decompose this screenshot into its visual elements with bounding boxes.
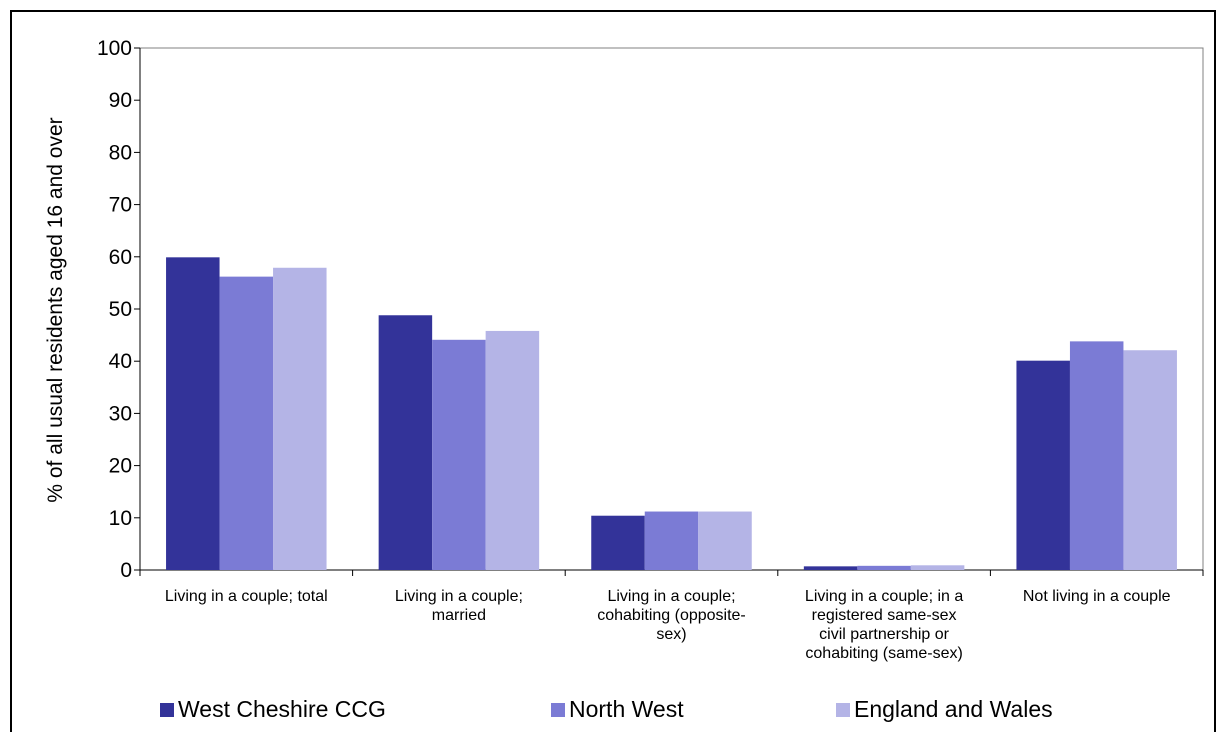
y-axis: 0 10 20 30 40 50 60 70 80 90 100: [97, 37, 141, 582]
y-tick-label: 40: [109, 350, 132, 373]
legend-label: England and Wales: [854, 696, 1053, 722]
x-tick-label: Living in a couple; cohabiting (opposite-…: [597, 588, 746, 643]
y-tick-label: 60: [109, 246, 132, 269]
x-tick-label: Not living in a couple: [1023, 588, 1171, 605]
bar: [432, 339, 486, 570]
bar: [803, 566, 858, 570]
y-tick-label: 80: [109, 141, 132, 164]
x-tick-label-line: civil partnership or: [819, 626, 950, 643]
y-tick-label: 90: [109, 89, 132, 112]
y-tick-label: 0: [120, 559, 132, 582]
bar: [1016, 360, 1070, 570]
bar: [1123, 350, 1177, 570]
y-tick-label: 70: [109, 194, 132, 217]
x-tick-label: Living in a couple; married: [395, 588, 523, 624]
chart-frame: [10, 10, 1216, 732]
bar: [644, 511, 699, 570]
bar: [857, 565, 911, 570]
x-tick-label-line: Living in a couple;: [395, 588, 523, 605]
legend-label: West Cheshire CCG: [178, 696, 386, 722]
bar: [591, 515, 645, 570]
bar: [219, 276, 274, 570]
legend-swatch: [551, 703, 565, 717]
x-tick-label-line: Not living in a couple: [1023, 588, 1171, 605]
bar: [910, 565, 965, 570]
x-tick-label: Living in a couple; total: [165, 588, 328, 605]
x-tick-label: Living in a couple; in a registered same-…: [805, 588, 963, 662]
x-tick-label-line: sex): [656, 626, 686, 643]
bar: [166, 257, 220, 570]
x-tick-label-line: married: [432, 607, 486, 624]
x-tick-label-line: Living in a couple; in a: [805, 588, 963, 605]
bar: [485, 330, 540, 570]
legend-swatch: [836, 703, 850, 717]
bar: [698, 511, 752, 570]
y-tick-label: 20: [109, 455, 132, 478]
bars: [166, 257, 1177, 570]
y-tick-label: 30: [109, 402, 132, 425]
legend-label: North West: [569, 696, 684, 722]
y-tick-label: 100: [97, 37, 132, 60]
x-tick-label-line: Living in a couple; total: [165, 588, 328, 605]
y-tick-label: 50: [109, 298, 132, 321]
x-tick-label-line: registered same-sex: [812, 607, 957, 624]
bar: [273, 267, 327, 570]
legend: West Cheshire CCG North West England and W…: [160, 696, 1053, 722]
x-tick-label-line: Living in a couple;: [607, 588, 735, 605]
legend-swatch: [160, 703, 174, 717]
bar: [1069, 341, 1124, 570]
y-tick-label: 10: [109, 507, 132, 530]
y-axis-label: % of all usual residents aged 16 and ove…: [44, 117, 67, 502]
x-axis: Living in a couple; total Living in a cou…: [139, 569, 1204, 662]
bar: [378, 315, 433, 570]
x-tick-label-line: cohabiting (same-sex): [805, 645, 962, 662]
x-tick-label-line: cohabiting (opposite-: [597, 607, 746, 624]
